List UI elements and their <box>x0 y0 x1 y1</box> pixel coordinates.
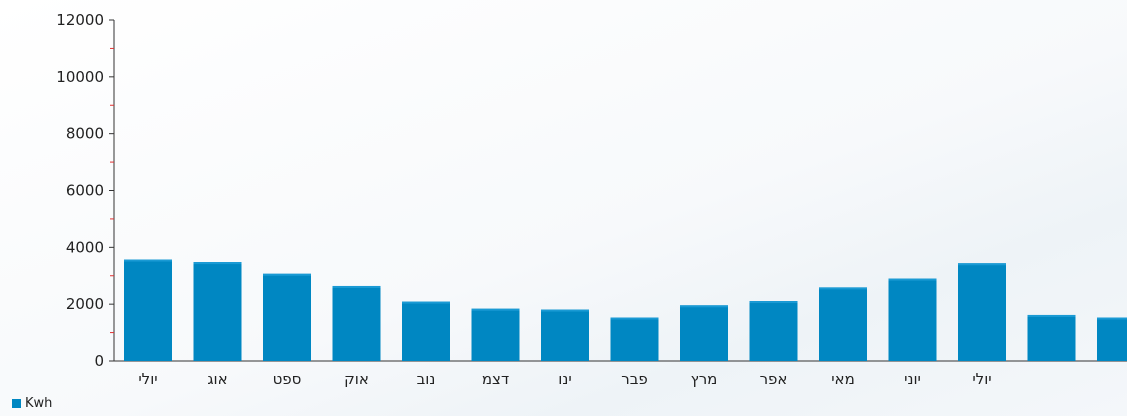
bar <box>750 301 798 361</box>
bar-highlight <box>333 286 381 288</box>
y-tick-label: 12000 <box>56 11 104 29</box>
bar-highlight <box>750 301 798 303</box>
x-tick-label: דצמ <box>482 370 509 388</box>
y-tick-label: 10000 <box>56 68 104 86</box>
bar <box>402 302 450 361</box>
bar-highlight <box>263 274 311 276</box>
y-tick-label: 2000 <box>66 295 104 313</box>
bar-highlight <box>1097 318 1127 320</box>
legend: Kwh <box>12 396 52 411</box>
bar-highlight <box>194 262 242 264</box>
y-tick-label: 0 <box>94 352 104 370</box>
x-tick-label: ספט <box>273 370 302 388</box>
legend-label: Kwh <box>25 396 52 411</box>
bar <box>1028 315 1076 361</box>
x-tick-label: מרץ <box>691 370 718 388</box>
legend-swatch <box>12 399 21 408</box>
bar <box>958 263 1006 361</box>
bar <box>194 262 242 361</box>
bar-highlight <box>958 263 1006 265</box>
bar <box>889 279 937 361</box>
x-tick-label: פבר <box>621 370 648 388</box>
x-tick-label: נוב <box>417 370 436 388</box>
bar <box>819 287 867 361</box>
y-tick-label: 4000 <box>66 238 104 256</box>
x-tick-label: יולי <box>138 370 157 388</box>
bar-highlight <box>680 305 728 307</box>
x-tick-label: ינו <box>558 370 571 388</box>
bar <box>333 286 381 361</box>
x-tick-label: יוני <box>904 370 921 388</box>
bar <box>263 274 311 361</box>
x-tick-label: אוג <box>207 370 227 388</box>
bar <box>611 318 659 361</box>
y-tick-label: 8000 <box>66 125 104 143</box>
bar-highlight <box>541 310 589 312</box>
x-tick-label: אפר <box>760 370 788 388</box>
bar-highlight <box>611 318 659 320</box>
bar-highlight <box>1028 315 1076 317</box>
bar <box>472 309 520 361</box>
bar-highlight <box>402 302 450 304</box>
bar <box>541 310 589 361</box>
x-tick-label: יולי <box>972 370 991 388</box>
bar-highlight <box>819 287 867 289</box>
x-tick-label: מאי <box>831 370 855 388</box>
bar <box>1097 318 1127 361</box>
bar-highlight <box>124 260 172 262</box>
x-tick-label: אוק <box>344 370 369 388</box>
bar <box>124 260 172 361</box>
bar-highlight <box>472 309 520 311</box>
bar <box>680 305 728 361</box>
bar-highlight <box>889 279 937 281</box>
y-tick-label: 6000 <box>66 182 104 200</box>
